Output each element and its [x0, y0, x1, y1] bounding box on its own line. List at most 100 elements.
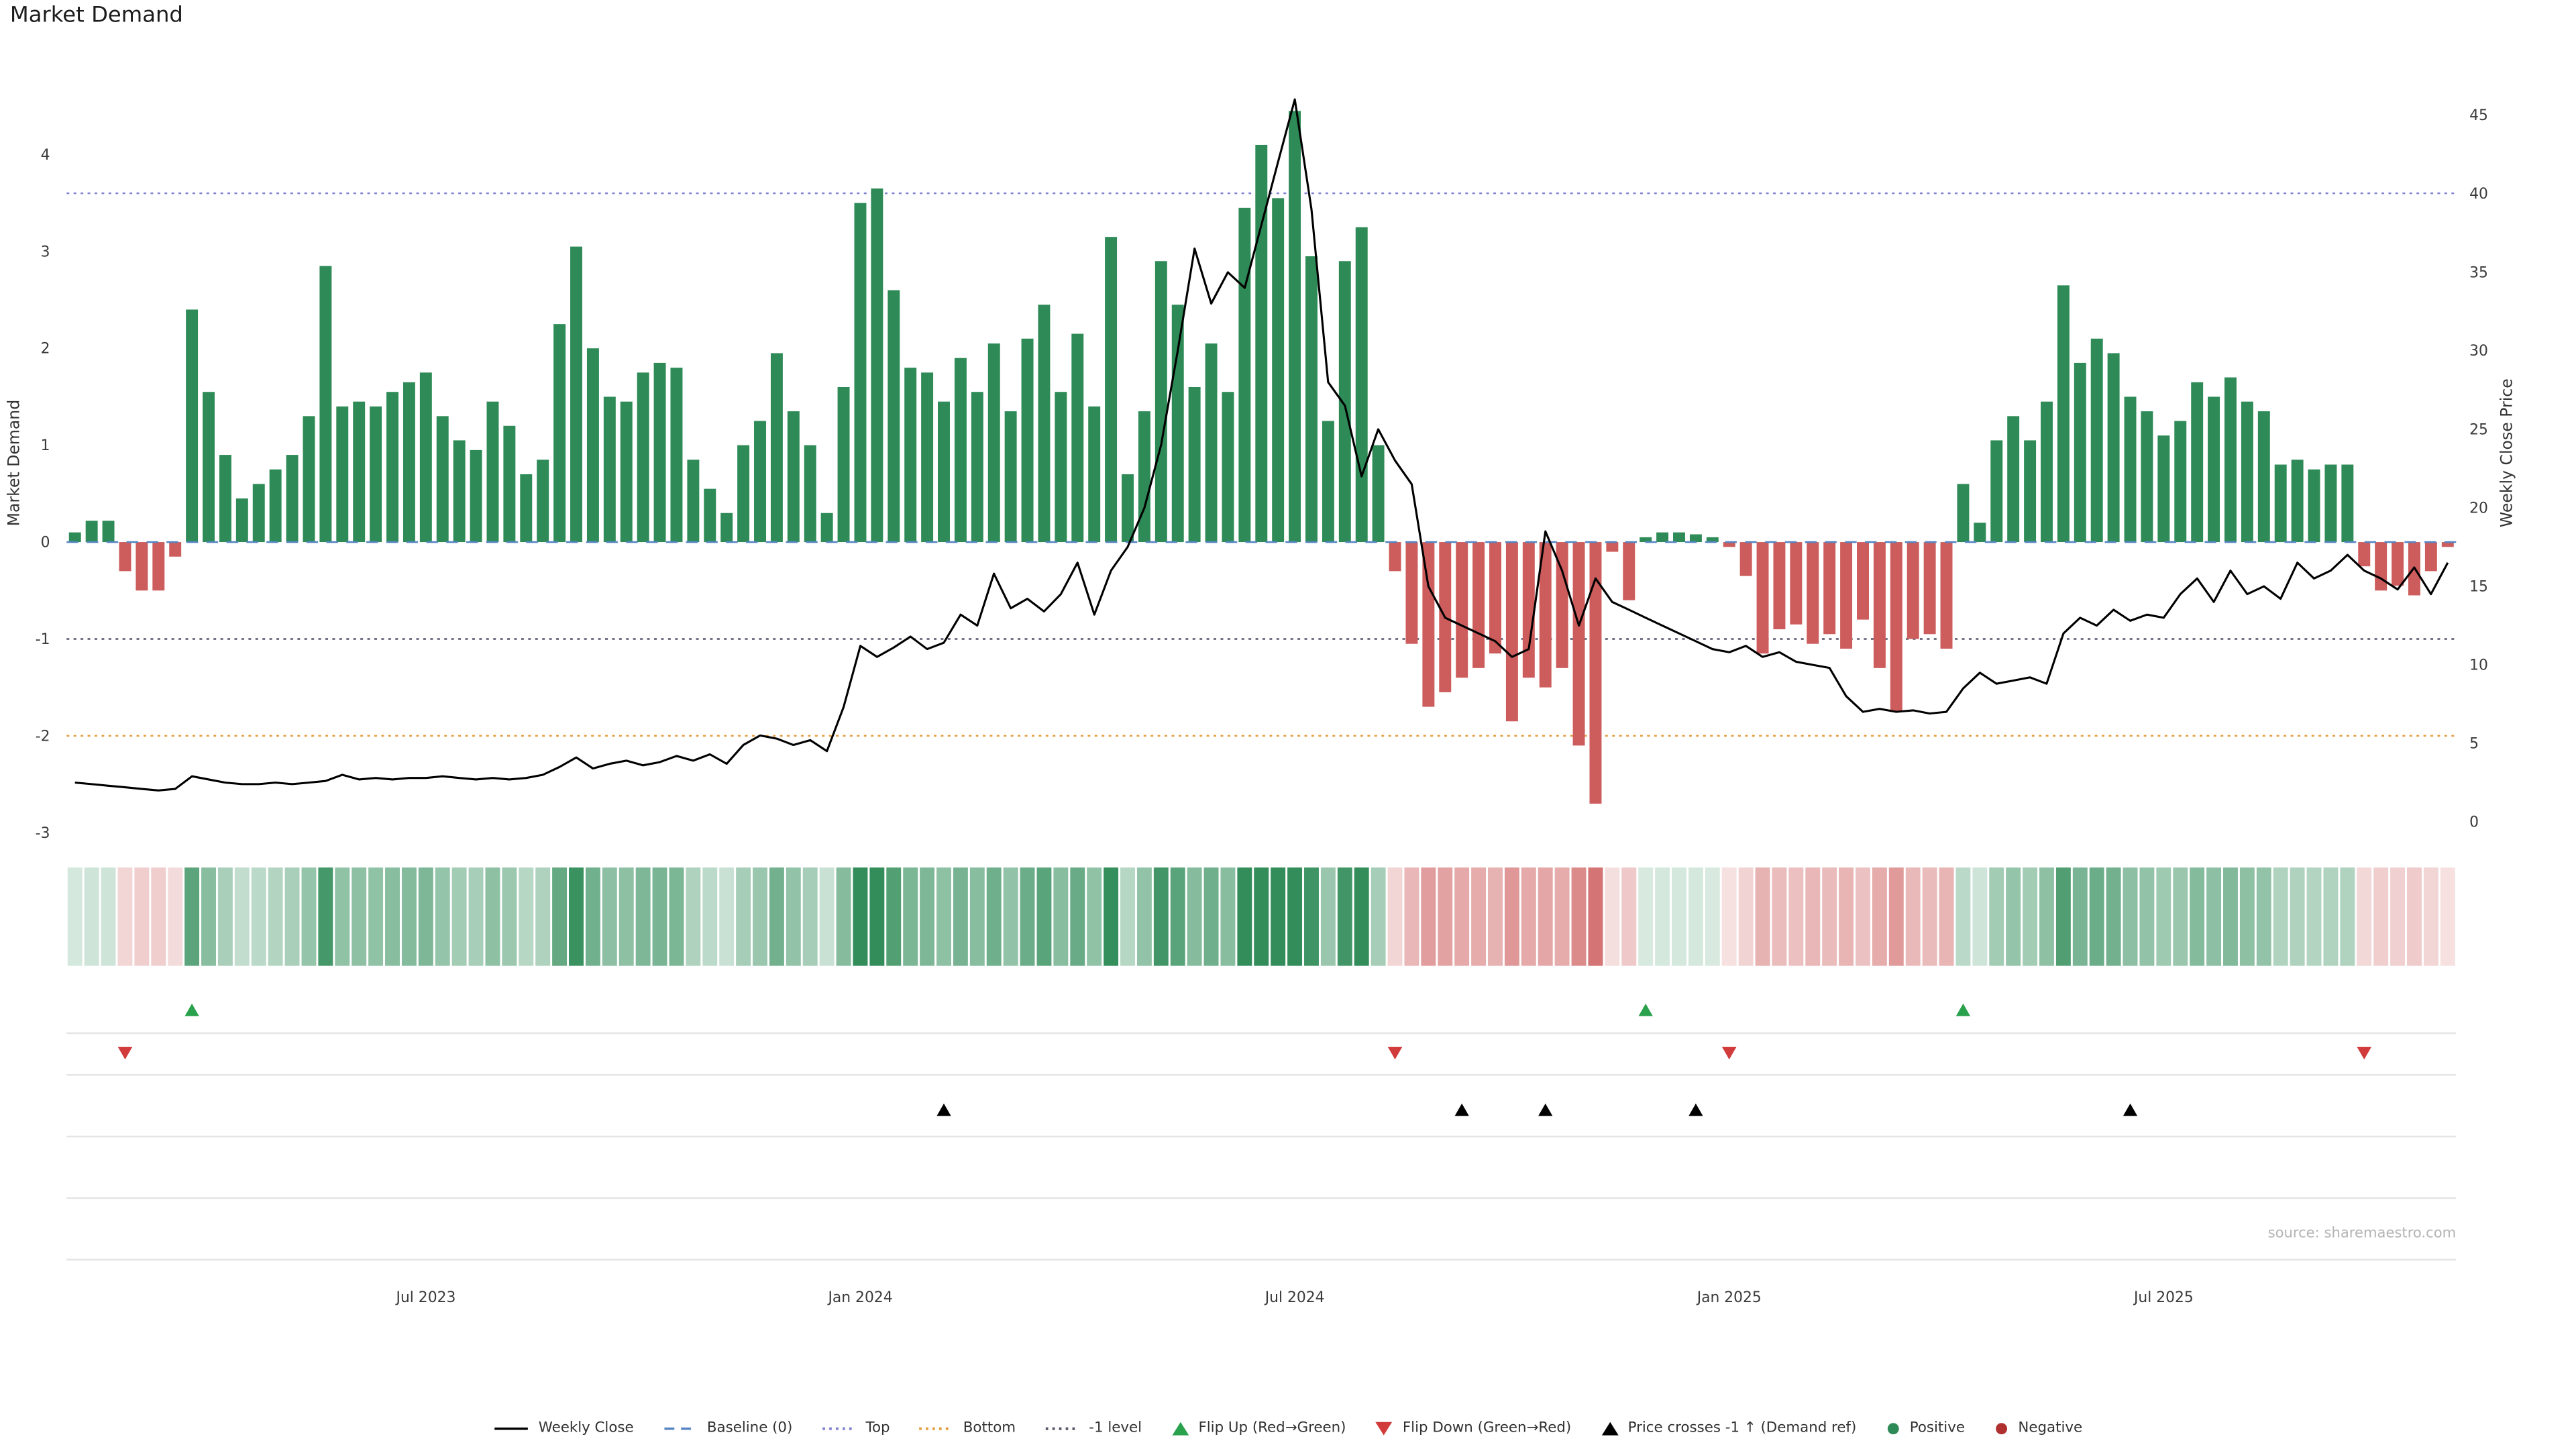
demand-bar [1522, 542, 1535, 678]
heatmap-cell [301, 867, 317, 966]
demand-bar [219, 455, 231, 543]
heatmap-cell [1571, 867, 1587, 966]
legend-item: -1 level [1044, 1420, 1142, 1437]
heatmap-cell [1087, 867, 1102, 966]
demand-bar [1673, 532, 1685, 543]
flip-up-marker-icon [1955, 1004, 1971, 1016]
demand-bar [1873, 542, 1886, 668]
demand-bar [1857, 542, 1869, 620]
heatmap-cell [1788, 867, 1804, 966]
heatmap-cell [2357, 867, 2372, 966]
x-tick-label: Jul 2024 [1264, 1289, 1325, 1306]
flip-down-marker-icon [2357, 1046, 2371, 1060]
demand-bar [1505, 542, 1518, 722]
demand-bar [1723, 542, 1735, 547]
demand-bar [854, 203, 867, 543]
heatmap-cell [986, 867, 1002, 966]
heatmap-cell [1939, 867, 1954, 966]
heatmap-cell [1254, 867, 1269, 966]
demand-bar [2441, 542, 2454, 547]
right-tick-label: 30 [2469, 343, 2488, 360]
demand-bar [1923, 542, 1936, 635]
heatmap-cell [886, 867, 902, 966]
flip-down-marker-icon [1387, 1046, 1403, 1060]
legend-label: Flip Up (Red→Green) [1198, 1420, 1346, 1438]
heatmap-cell [936, 867, 951, 966]
heatmap-cell [736, 867, 751, 966]
heatmap-cell [2106, 867, 2121, 966]
heatmap-cell [1271, 867, 1286, 966]
heatmap-cell [1538, 867, 1553, 966]
heatmap-cell [2423, 867, 2438, 966]
demand-bar [1756, 542, 1769, 654]
right-tick-label: 5 [2469, 736, 2479, 753]
legend-glyph-tri-up-icon [1599, 1420, 1619, 1437]
right-axis-ticks: 45 40 35 30 25 20 15 10 5 0 [2469, 107, 2488, 831]
heatmap-cell [652, 867, 667, 966]
demand-bar [2074, 362, 2086, 543]
heatmap-cell [1304, 867, 1319, 966]
heatmap-cell [234, 867, 250, 966]
heatmap-cell [2173, 867, 2188, 966]
demand-bar [1205, 343, 1218, 543]
demand-bar [2208, 396, 2220, 543]
demand-bar [136, 542, 148, 591]
heatmap-cell [1772, 867, 1787, 966]
demand-bar [1305, 256, 1318, 543]
demand-bar [938, 401, 950, 543]
demand-bar [537, 460, 549, 543]
demand-bar [1021, 338, 1034, 543]
right-tick-label: 0 [2469, 814, 2479, 831]
demand-bar [1790, 542, 1803, 625]
heatmap-cell [1471, 867, 1487, 966]
heatmap-cell [2139, 867, 2155, 966]
demand-bar [2341, 464, 2354, 543]
demand-bar [653, 362, 666, 543]
heatmap-cell [418, 867, 433, 966]
heatmap-cell [2290, 867, 2305, 966]
heatmap-cell [1822, 867, 1837, 966]
demand-bar [2107, 353, 2120, 543]
x-tick-label: Jul 2023 [395, 1289, 456, 1306]
heatmap-cell [1972, 867, 1988, 966]
heatmap-cell [101, 867, 116, 966]
left-tick-label: 1 [41, 437, 50, 454]
legend-label: -1 level [1089, 1420, 1142, 1438]
legend-glyph-dots-icon [1044, 1420, 1081, 1437]
heatmap-cell [435, 867, 450, 966]
demand-bar [704, 488, 716, 543]
heatmap-cell [953, 867, 968, 966]
right-tick-label: 10 [2469, 657, 2488, 674]
heatmap-cell [1404, 867, 1419, 966]
legend-glyph-dots-icon [821, 1420, 858, 1437]
heatmap-cell [1003, 867, 1018, 966]
demand-bar [1840, 542, 1853, 649]
demand-bar [2090, 338, 2103, 543]
heatmap-cell [1554, 867, 1570, 966]
demand-bar [1122, 474, 1134, 543]
demand-bar [470, 449, 482, 543]
demand-bar [1706, 537, 1719, 543]
demand-bar [1907, 542, 1919, 639]
heatmap-cell [869, 867, 885, 966]
heatmap-cell [2306, 867, 2322, 966]
demand-bar [1539, 542, 1552, 688]
heatmap-cell [401, 867, 417, 966]
demand-bar [737, 445, 750, 543]
demand-bar [1990, 440, 2003, 543]
demand-bar [85, 521, 98, 543]
demand-bar [603, 396, 616, 543]
demand-bar [2224, 377, 2237, 543]
heatmap-cell [1053, 867, 1069, 966]
demand-bar [770, 353, 783, 543]
heatmap-cell [184, 867, 200, 966]
demand-bar [1773, 542, 1786, 630]
price-line [74, 98, 2449, 792]
heatmap-cell [2055, 867, 2071, 966]
source-credit: source: sharemaestro.com [2267, 1225, 2457, 1242]
demand-bar [820, 513, 833, 543]
heatmap-cell [2390, 867, 2406, 966]
heatmap-cell [335, 867, 350, 966]
